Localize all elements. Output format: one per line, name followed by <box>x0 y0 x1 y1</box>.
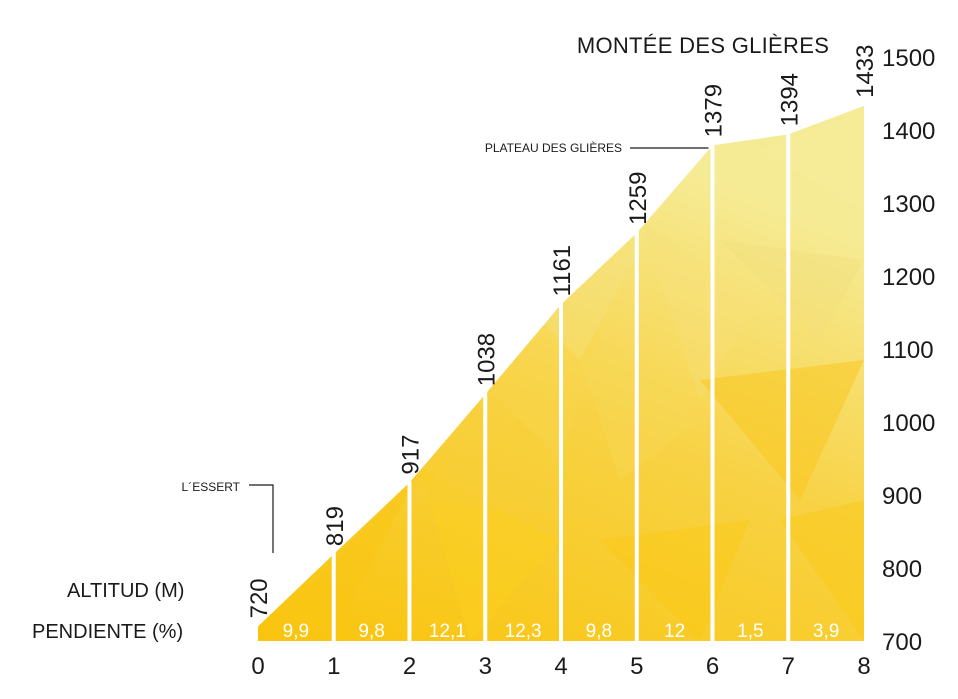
y-tick-label: 800 <box>882 556 922 583</box>
grade-label: 1,5 <box>737 621 763 642</box>
facet <box>640 220 760 400</box>
x-tick-label: 3 <box>479 653 492 680</box>
x-tick-label: 4 <box>554 653 567 680</box>
facet <box>520 250 640 360</box>
annotation-lessert-leader <box>249 484 274 553</box>
grade-label: 3,9 <box>813 621 839 642</box>
y-tick-label: 700 <box>882 629 922 656</box>
altitude-label: 1394 <box>776 73 803 126</box>
y-tick-label: 1500 <box>882 45 935 72</box>
facet <box>420 470 560 641</box>
x-tick-label: 0 <box>251 653 264 680</box>
x-tick-label: 8 <box>857 653 870 680</box>
x-tick-label: 1 <box>327 653 340 680</box>
row-label-grade: PENDIENTE (%) <box>32 621 183 643</box>
y-axis: 700 800 900 1000 1100 1200 1300 1400 1500 <box>882 45 935 656</box>
altitude-label: 1161 <box>549 245 576 297</box>
altitude-label: 819 <box>322 506 349 546</box>
y-tick-label: 900 <box>882 483 922 510</box>
grade-label: 9,9 <box>283 621 309 642</box>
row-label-altitude: ALTITUD (M) <box>67 580 184 602</box>
x-tick-label: 7 <box>782 653 795 680</box>
facet <box>258 470 420 641</box>
altitude-label: 1379 <box>701 84 728 137</box>
facet <box>480 330 600 460</box>
y-tick-label: 1400 <box>882 118 935 145</box>
grade-label: 9,8 <box>586 621 612 642</box>
x-tick-label: 2 <box>403 653 416 680</box>
grade-labels: 9,9 9,8 12,1 12,3 9,8 12 1,5 3,9 <box>283 621 840 642</box>
facet <box>400 420 600 520</box>
facet <box>560 300 700 480</box>
grade-label: 12,1 <box>429 621 466 642</box>
altitude-labels: 720 819 917 1038 1161 1259 1379 1394 1433 <box>246 45 879 619</box>
facet <box>760 110 864 210</box>
y-tick-label: 1300 <box>882 191 935 218</box>
y-tick-label: 1000 <box>882 410 935 437</box>
facet <box>780 500 864 641</box>
x-tick-label: 6 <box>706 653 719 680</box>
facet <box>700 360 864 500</box>
y-tick-label: 1200 <box>882 264 935 291</box>
altitude-label: 1433 <box>852 45 879 98</box>
facet <box>720 240 864 340</box>
x-tick-label: 5 <box>630 653 643 680</box>
altitude-label: 1038 <box>473 333 500 386</box>
altitude-label: 917 <box>398 435 425 475</box>
chart-title: MONTÉE DES GLIÈRES <box>577 33 829 58</box>
y-tick-label: 1100 <box>882 337 934 364</box>
annotation-lessert: L´ESSERT <box>182 480 241 494</box>
grade-label: 9,8 <box>358 621 384 642</box>
altitude-label: 1259 <box>625 172 652 225</box>
annotation-plateau: PLATEAU DES GLIÈRES <box>485 140 622 155</box>
grade-label: 12 <box>664 621 685 642</box>
km-dividers <box>331 132 791 641</box>
profile-facets <box>258 110 864 641</box>
grade-label: 12,3 <box>505 621 542 642</box>
x-axis: 0 1 2 3 4 5 6 7 8 <box>251 653 870 680</box>
altitude-label: 720 <box>246 578 273 618</box>
